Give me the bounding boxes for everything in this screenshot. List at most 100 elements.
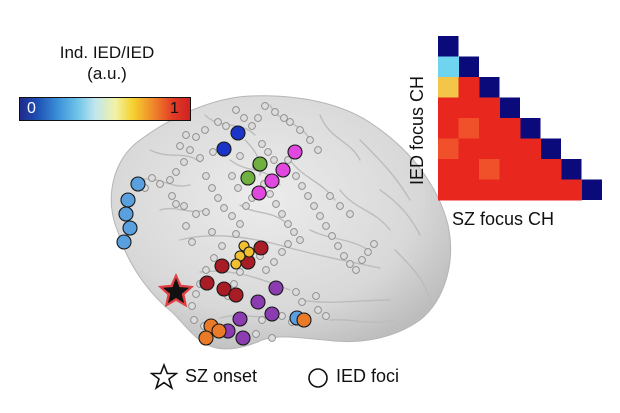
electrode-contact	[236, 152, 244, 160]
matrix-cell	[438, 56, 459, 78]
electrode-contact	[214, 194, 222, 202]
colorbar-tick-min: 0	[27, 100, 36, 117]
ied-focus-marker	[199, 275, 215, 291]
electrode-contact	[196, 154, 204, 162]
matrix-cell	[499, 138, 521, 160]
electrode-contact	[208, 228, 216, 236]
electrode-contact	[180, 202, 188, 210]
electrode-contact	[364, 248, 372, 256]
correlation-matrix	[438, 36, 602, 201]
ied-focus-marker	[228, 287, 244, 303]
matrix-cell	[499, 179, 521, 201]
electrode-contact	[340, 252, 348, 260]
electrode-contact	[168, 192, 176, 200]
electrode-contact	[310, 202, 318, 210]
electrode-contact	[192, 210, 200, 218]
electrode-contact	[262, 266, 270, 274]
electrode-contact	[230, 280, 238, 288]
brain-outline	[110, 95, 452, 350]
electrode-contact	[208, 184, 216, 192]
ied-focus-marker	[243, 246, 255, 258]
electrode-contact	[210, 254, 218, 262]
electrode-contact	[370, 240, 378, 248]
ied-focus-marker	[122, 220, 138, 236]
matrix-cell	[479, 179, 500, 201]
electrode-contact	[202, 172, 210, 180]
ied-focus-marker	[216, 141, 232, 157]
electrode-contact	[188, 238, 196, 246]
ied-focus-marker	[275, 162, 291, 178]
electrode-contact	[272, 200, 280, 208]
electrode-contact	[218, 242, 226, 250]
matrix-cell	[438, 159, 459, 180]
matrix-cell	[499, 118, 521, 139]
matrix-cell	[438, 77, 459, 98]
matrix-cell	[561, 179, 582, 201]
electrode-contact	[278, 210, 286, 218]
legend-foci-label: IED foci	[336, 366, 400, 386]
matrix-diagonal-cell	[438, 36, 459, 57]
electrode-contact	[298, 298, 306, 306]
electrode-contact	[292, 172, 300, 180]
electrode-contact	[322, 222, 330, 230]
electrode-contact	[186, 146, 194, 154]
electrode-contact	[172, 200, 180, 208]
electrode-contact	[228, 212, 236, 220]
electrode-contact	[234, 184, 242, 192]
electrode-contact	[358, 256, 366, 264]
matrix-cell	[458, 97, 480, 119]
electrode-contact	[258, 140, 266, 148]
electrode-contact	[232, 230, 240, 238]
electrode-contact	[148, 174, 156, 182]
electrode-contact	[254, 114, 262, 122]
electrode-contact	[271, 108, 279, 116]
ied-focus-marker	[264, 173, 280, 189]
legend-onset-label: SZ onset	[185, 366, 258, 386]
electrode-contact	[278, 312, 286, 320]
electrode-contact	[202, 208, 210, 216]
electrode-contact	[296, 126, 304, 134]
ied-focus-marker	[230, 258, 242, 270]
ied-focus-marker	[252, 156, 268, 172]
electrode-contact	[312, 292, 320, 300]
electrode-contact	[172, 168, 180, 176]
matrix-cell	[520, 179, 541, 201]
electrode-contact	[298, 182, 306, 190]
ied-focus-marker	[232, 311, 248, 327]
matrix-diagonal-cell	[581, 179, 602, 200]
matrix-y-label: IED focus CH	[407, 75, 427, 185]
electrode-contact	[292, 288, 300, 296]
electrode-contact	[214, 118, 222, 126]
legend-star-icon	[150, 363, 178, 390]
electrode-contact	[252, 330, 260, 338]
ied-focus-marker	[116, 234, 132, 250]
electrode-contact	[156, 180, 164, 188]
sz-onset-marker	[157, 273, 195, 308]
electrode-contact	[192, 133, 200, 141]
colorbar-tick-max: 1	[170, 100, 179, 117]
ied-focus-marker	[118, 206, 134, 222]
ied-foci	[116, 125, 312, 346]
electrode-contact	[190, 316, 198, 324]
matrix-cell	[540, 179, 562, 201]
matrix-cell	[438, 118, 459, 139]
matrix-cell	[438, 138, 459, 160]
electrode-contact	[278, 248, 286, 256]
electrode-contact	[182, 222, 190, 230]
colorbar-title-line1: Ind. IED/IED	[59, 43, 155, 62]
matrix-diagonal-cell	[499, 97, 520, 118]
ied-focus-marker	[253, 240, 269, 256]
electrode-contact	[346, 210, 354, 218]
electrode-contact	[182, 131, 190, 139]
colorbar-title-line2: (a.u.)	[87, 64, 127, 83]
electrode-contact	[286, 118, 294, 126]
electrode-contact	[258, 316, 266, 324]
electrode-contact	[236, 220, 244, 228]
electrode-contact	[284, 220, 292, 228]
electrode-contact	[314, 146, 322, 154]
sz-onset-star	[162, 278, 190, 304]
electrode-contact	[306, 136, 314, 144]
matrix-x-label: SZ focus CH	[452, 209, 555, 229]
electrode-contact	[284, 240, 292, 248]
